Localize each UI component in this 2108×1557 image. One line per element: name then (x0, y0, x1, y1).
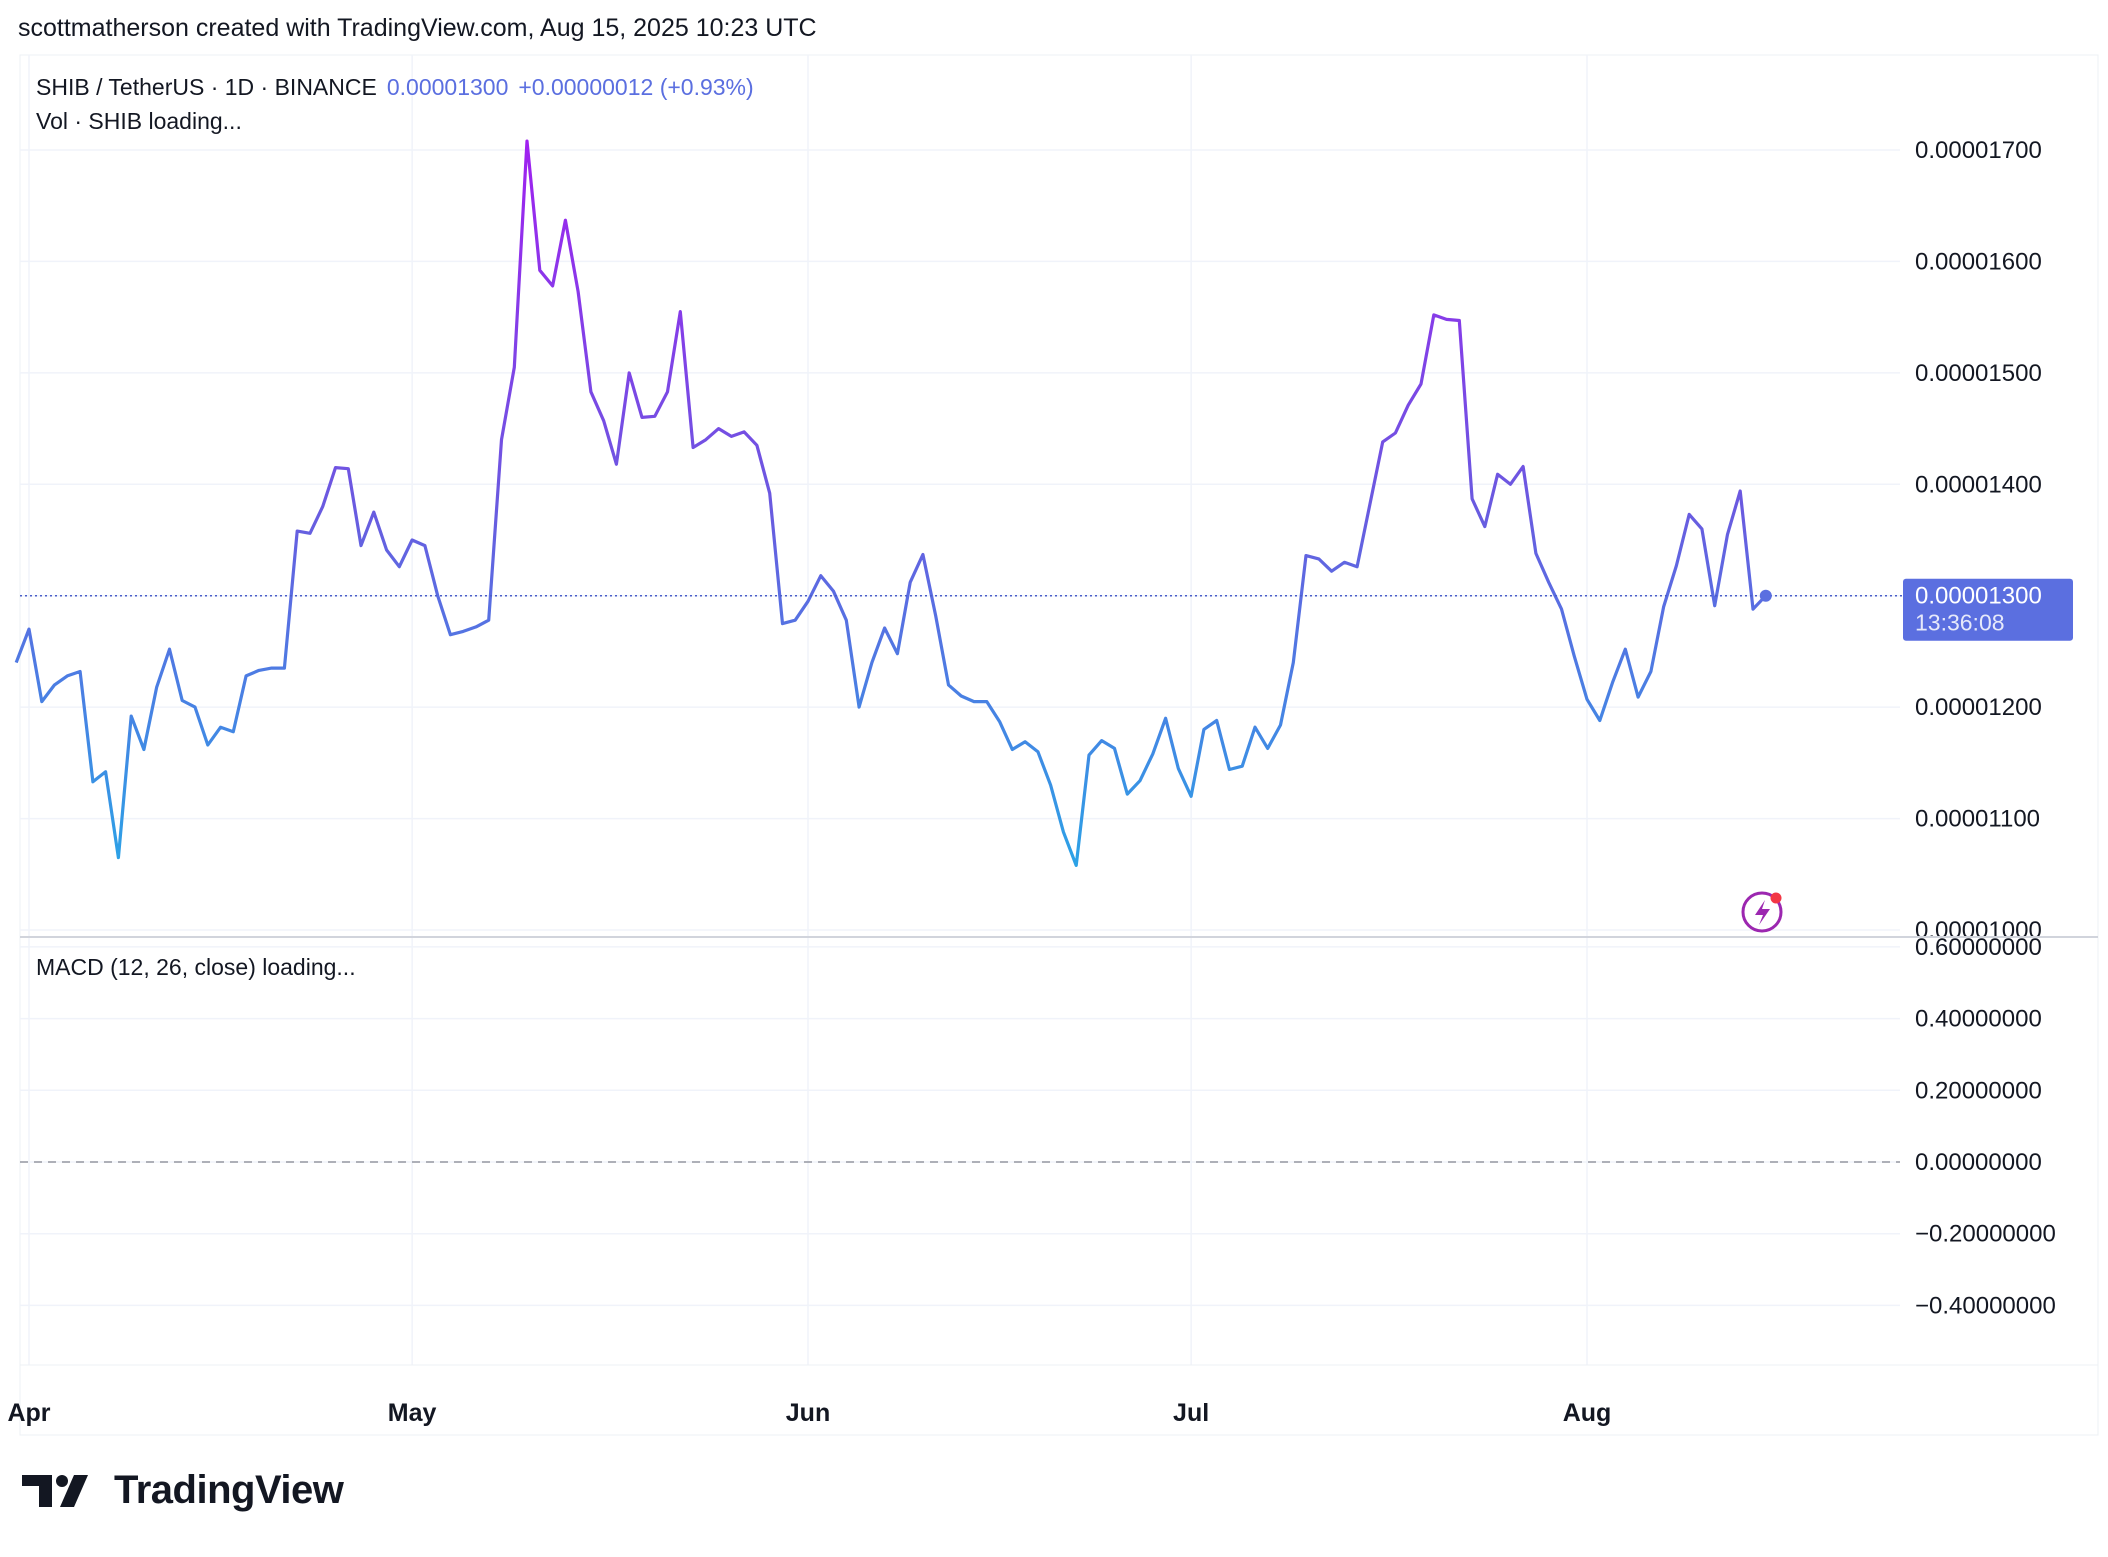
chart-legend: SHIB / TetherUS · 1D · BINANCE 0.00001300… (36, 70, 754, 138)
macd-legend[interactable]: MACD (12, 26, close) loading... (36, 954, 356, 980)
y-tick-label: 0.00001400 (1915, 471, 2042, 498)
axis-layer: 0.00001700 0.00001600 0.00001500 0.00001400… (7, 137, 2098, 1427)
macd-y-tick-label: −0.40000000 (1915, 1292, 2056, 1319)
footer-brand[interactable]: TradingView (22, 1468, 344, 1513)
x-tick-label: May (388, 1399, 437, 1427)
chart-frame (19, 54, 2099, 1436)
x-tick-label: Aug (1563, 1399, 1612, 1427)
macd-y-tick-label: 0.40000000 (1915, 1006, 2042, 1033)
y-tick-label: 0.00001500 (1915, 360, 2042, 387)
macd-y-tick-label: 0.20000000 (1915, 1077, 2042, 1104)
price-tag-box (1903, 578, 2073, 641)
x-tick-label: Apr (7, 1399, 50, 1427)
symbol-label[interactable]: SHIB / TetherUS · 1D · BINANCE (36, 74, 377, 100)
price-tag-value: 0.00001300 (1915, 583, 2042, 610)
series-layer (14, 139, 1905, 867)
x-tick-label: Jul (1173, 1399, 1209, 1427)
x-tick-label: Jun (786, 1399, 830, 1427)
macd-y-tick-label: −0.20000000 (1915, 1221, 2056, 1248)
last-price: 0.00001300 (386, 74, 509, 100)
y-tick-label: 0.00001700 (1915, 137, 2042, 164)
price-tag-countdown: 13:36:08 (1915, 610, 2005, 636)
y-tick-label: 0.00001000 (1915, 917, 2042, 944)
tradingview-logo-icon (22, 1474, 88, 1507)
lightning-icon-bolt (1755, 900, 1770, 925)
y-tick-label: 0.00001600 (1915, 248, 2042, 275)
grid-layer (20, 55, 1900, 1365)
price-line[interactable] (14, 139, 1767, 867)
volume-legend[interactable]: Vol · SHIB loading... (36, 108, 242, 134)
macd-y-tick-label: 0.60000000 (1915, 934, 2042, 961)
last-price-dot (1759, 589, 1772, 602)
brand-name: TradingView (114, 1468, 344, 1512)
y-tick-label: 0.00001200 (1915, 694, 2042, 721)
macd-y-tick-label: 0.00000000 (1915, 1149, 2042, 1176)
chart-credit: scottmatherson created with TradingView.… (18, 14, 817, 42)
price-change: +0.00000012 (+0.93%) (518, 74, 754, 100)
lightning-icon-ring (1741, 891, 1783, 933)
lightning-icon[interactable] (1741, 891, 1783, 933)
y-tick-label: 0.00001100 (1915, 806, 2040, 833)
notification-dot (1770, 892, 1782, 904)
